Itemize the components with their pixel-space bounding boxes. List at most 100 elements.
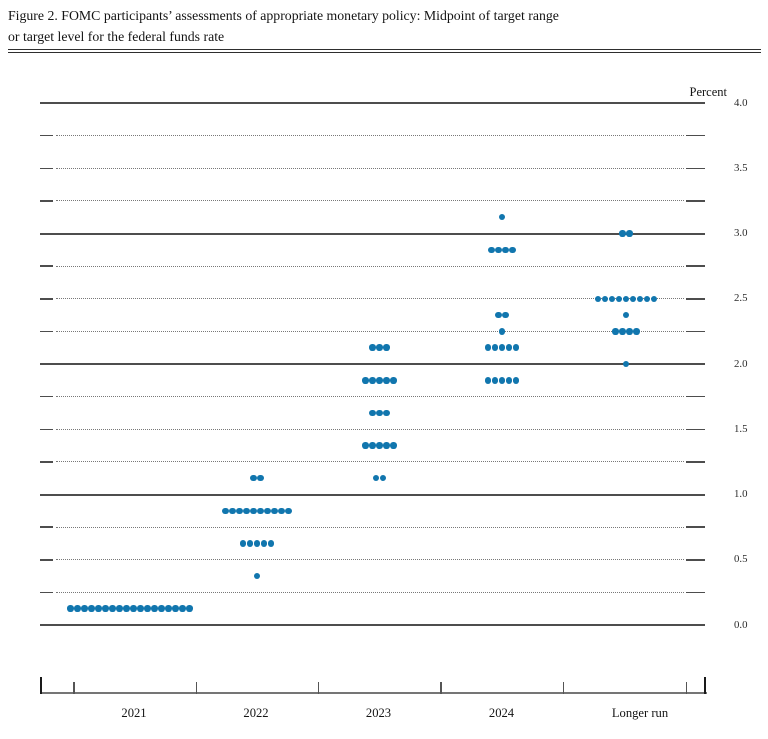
projection-dot	[243, 507, 250, 514]
x-axis-line	[40, 691, 707, 694]
projection-dot	[253, 540, 261, 547]
projection-dot	[498, 377, 506, 384]
projection-dot	[376, 377, 383, 384]
gridline-dotted	[56, 330, 684, 332]
projection-dot	[619, 230, 626, 237]
projection-dot	[151, 605, 158, 612]
y-grid-right-tick	[686, 395, 705, 398]
gridline-solid	[40, 363, 705, 365]
projection-dot	[498, 213, 506, 221]
projection-dot	[495, 311, 502, 319]
projection-dot	[369, 442, 376, 449]
projection-dot	[619, 328, 626, 335]
gridline-dotted	[56, 526, 684, 528]
projection-dot	[650, 295, 658, 302]
projection-dot	[158, 605, 165, 612]
projection-dot	[88, 605, 95, 612]
projection-dot	[512, 344, 520, 351]
y-grid-right-tick	[686, 200, 705, 202]
gridline-dotted	[56, 428, 684, 430]
y-grid-right-tick	[686, 134, 705, 137]
y-axis-tick-label: 1.5	[734, 422, 748, 435]
projection-dot	[376, 442, 383, 449]
projection-dot	[502, 311, 509, 319]
projection-dot	[236, 507, 243, 514]
projection-dot	[278, 507, 285, 514]
gridline-solid	[40, 232, 705, 235]
projection-dot	[137, 605, 144, 612]
projection-dot	[633, 328, 640, 335]
projection-dot	[495, 246, 502, 253]
gridline-solid	[40, 493, 705, 496]
projection-dot	[369, 377, 376, 384]
gridline-solid	[40, 624, 705, 626]
projection-dot	[498, 344, 506, 351]
projection-dot	[362, 442, 369, 449]
gridline-dotted	[56, 135, 684, 137]
projection-dot	[505, 377, 513, 384]
projection-dot	[116, 605, 123, 612]
y-grid-left-tick	[40, 559, 53, 561]
x-axis-tick	[195, 682, 197, 694]
projection-dot	[264, 507, 271, 514]
projection-dot	[484, 377, 492, 384]
projection-dot	[505, 344, 513, 351]
projection-dot	[383, 377, 390, 384]
projection-dot	[165, 605, 172, 612]
projection-dot	[144, 605, 151, 612]
projection-dot	[601, 295, 609, 302]
y-grid-right-tick	[686, 330, 705, 333]
projection-dot	[390, 442, 397, 449]
projection-dot	[260, 540, 268, 547]
x-axis-tick	[317, 682, 319, 694]
projection-dot	[372, 474, 380, 482]
projection-dot	[130, 605, 137, 612]
projection-dot	[502, 246, 509, 253]
projection-dot	[239, 540, 247, 547]
y-grid-left-tick	[40, 134, 53, 137]
x-axis-tick	[685, 682, 687, 694]
y-grid-left-tick	[40, 395, 53, 398]
y-grid-left-tick	[40, 167, 53, 169]
y-axis-tick-label: 2.0	[734, 357, 748, 370]
projection-dot	[643, 295, 651, 302]
projection-dot	[74, 605, 81, 612]
projection-dot	[123, 605, 130, 612]
y-axis-tick-label: 1.0	[734, 488, 748, 500]
projection-dot	[383, 344, 390, 351]
projection-dot	[383, 442, 390, 449]
x-axis-end-tick	[39, 677, 42, 694]
projection-dot	[250, 507, 257, 514]
projection-dot	[383, 409, 390, 417]
gridline-dotted	[56, 559, 684, 561]
y-grid-left-tick	[40, 298, 53, 300]
gridline-dotted	[56, 167, 684, 169]
x-axis-category-label: 2024	[488, 706, 515, 720]
projection-dot	[229, 507, 236, 514]
y-grid-right-tick	[686, 591, 705, 594]
y-grid-left-tick	[40, 461, 53, 463]
gridline-dotted	[56, 298, 684, 300]
gridline-dotted	[56, 591, 684, 593]
y-axis-unit-label: Percent	[689, 85, 727, 99]
projection-dot	[267, 540, 275, 547]
y-grid-right-tick	[686, 298, 705, 300]
x-axis-category-label: 2023	[365, 706, 392, 720]
y-grid-right-tick	[686, 428, 705, 430]
gridline-dotted	[56, 396, 684, 398]
projection-dot	[81, 605, 88, 612]
projection-dot	[246, 540, 254, 547]
x-axis-category-label: 2021	[121, 706, 147, 720]
projection-dot	[186, 605, 193, 612]
gridline-solid	[40, 102, 705, 104]
y-grid-left-tick	[40, 526, 53, 528]
projection-dot	[626, 230, 633, 237]
projection-dot	[615, 295, 623, 302]
projection-dot	[250, 474, 257, 482]
y-grid-right-tick	[686, 265, 705, 267]
x-axis-end-tick	[704, 677, 706, 694]
y-grid-left-tick	[40, 265, 53, 267]
projection-dot	[498, 328, 506, 335]
